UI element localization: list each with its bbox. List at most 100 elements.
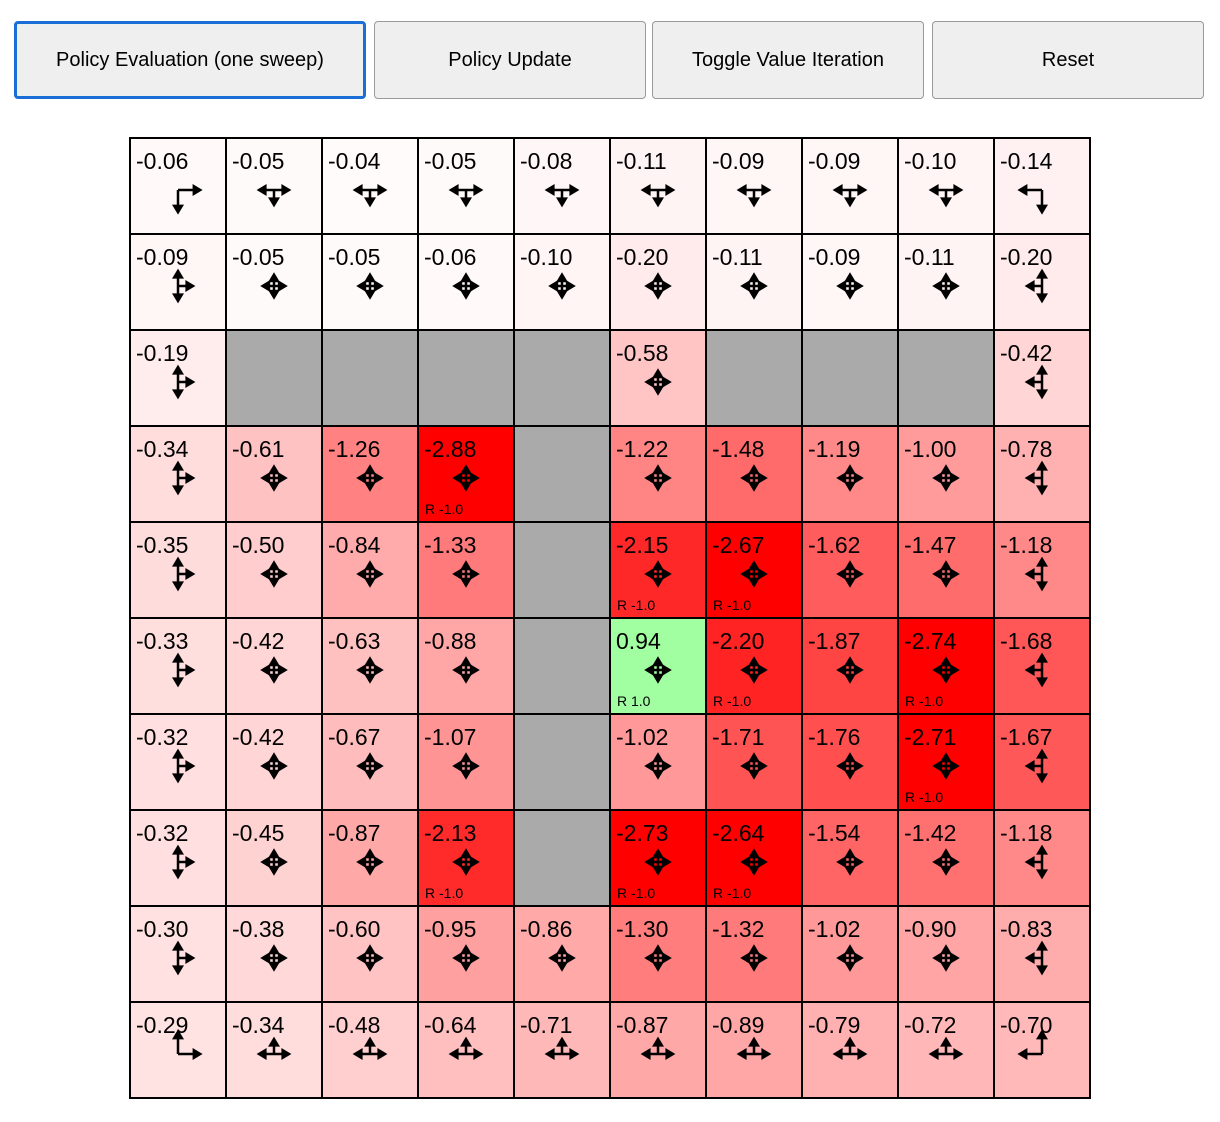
wall-cell[interactable]: [801, 329, 899, 427]
arrow-left-head-icon: [644, 280, 655, 292]
wall-cell[interactable]: [513, 617, 611, 715]
cell-value: -1.00: [904, 436, 956, 462]
wall-cell[interactable]: [513, 713, 611, 811]
arrow-down-head-icon: [748, 961, 760, 972]
arrow-down-head-icon: [460, 673, 472, 684]
arrow-right-head-icon: [469, 280, 480, 292]
reward-label: R -1.0: [905, 789, 943, 805]
cell-value: -0.64: [424, 1012, 477, 1038]
arrow-up-head-icon: [844, 1036, 856, 1047]
cell-value: -1.18: [1000, 532, 1052, 558]
arrow-right-head-icon: [853, 856, 864, 868]
arrow-left-head-icon: [356, 568, 367, 580]
arrow-left-head-icon: [932, 568, 943, 580]
arrow-left-head-icon: [640, 1048, 651, 1060]
arrow-left-head-icon: [452, 568, 463, 580]
arrow-left-head-icon: [260, 664, 271, 676]
arrow-up-head-icon: [172, 364, 184, 375]
arrow-up-head-icon: [556, 944, 568, 955]
cell-value: -0.20: [616, 244, 668, 270]
grid-cell[interactable]: [417, 137, 515, 235]
grid-cell[interactable]: [129, 137, 227, 235]
arrow-right-head-icon: [192, 184, 203, 196]
grid-cell[interactable]: [225, 809, 323, 907]
arrow-right-head-icon: [469, 856, 480, 868]
arrow-down-head-icon: [460, 865, 472, 876]
arrow-right-head-icon: [661, 664, 672, 676]
grid-cell[interactable]: [801, 137, 899, 235]
arrow-right-head-icon: [185, 856, 196, 868]
arrow-up-head-icon: [1036, 556, 1048, 567]
arrow-down-head-icon: [1036, 204, 1048, 215]
arrow-right-head-icon: [565, 280, 576, 292]
arrow-right-head-icon: [185, 760, 196, 772]
wall-cell[interactable]: [321, 329, 419, 427]
arrow-down-head-icon: [940, 769, 952, 780]
arrow-up-head-icon: [844, 464, 856, 475]
wall-cell[interactable]: [513, 329, 611, 427]
arrow-left-head-icon: [352, 1048, 363, 1060]
cell-value: -0.60: [328, 916, 380, 942]
arrow-left-head-icon: [644, 472, 655, 484]
wall-cell[interactable]: [705, 329, 803, 427]
arrow-left-head-icon: [932, 280, 943, 292]
arrow-left-head-icon: [736, 1048, 747, 1060]
arrow-down-head-icon: [844, 961, 856, 972]
arrow-up-head-icon: [1036, 460, 1048, 471]
arrow-down-head-icon: [844, 673, 856, 684]
arrow-up-head-icon: [172, 748, 184, 759]
cell-value: -0.71: [520, 1012, 572, 1038]
cell-value: -0.11: [904, 244, 955, 270]
arrow-right-head-icon: [949, 280, 960, 292]
arrow-left-head-icon: [1024, 856, 1035, 868]
cell-value: -0.63: [328, 628, 380, 654]
arrow-up-head-icon: [364, 1036, 376, 1047]
arrow-right-head-icon: [853, 568, 864, 580]
arrow-right-head-icon: [857, 1048, 868, 1060]
arrow-down-head-icon: [940, 481, 952, 492]
grid-cell[interactable]: [993, 425, 1091, 523]
arrow-down-head-icon: [364, 865, 376, 876]
arrow-left-head-icon: [836, 280, 847, 292]
arrow-left-head-icon: [740, 472, 751, 484]
arrow-down-head-icon: [268, 197, 280, 208]
arrow-up-head-icon: [460, 1036, 472, 1047]
arrow-down-head-icon: [844, 769, 856, 780]
arrow-down-head-icon: [460, 961, 472, 972]
cell-value: -1.76: [808, 724, 860, 750]
policy-update-button[interactable]: Policy Update: [374, 21, 646, 99]
arrow-up-head-icon: [460, 560, 472, 571]
arrow-left-head-icon: [260, 568, 271, 580]
wall-cell[interactable]: [225, 329, 323, 427]
arrow-right-head-icon: [757, 856, 768, 868]
wall-cell[interactable]: [513, 809, 611, 907]
policy-evaluation-button[interactable]: Policy Evaluation (one sweep): [14, 21, 366, 99]
arrow-up-head-icon: [364, 752, 376, 763]
arrow-up-head-icon: [364, 560, 376, 571]
cell-value: -0.33: [136, 628, 188, 654]
grid-cell[interactable]: [513, 137, 611, 235]
arrow-down-head-icon: [940, 673, 952, 684]
wall-cell[interactable]: [513, 425, 611, 523]
arrow-down-head-icon: [364, 289, 376, 300]
reward-label: R -1.0: [713, 597, 751, 613]
arrow-left-head-icon: [932, 472, 943, 484]
arrow-left-head-icon: [1024, 760, 1035, 772]
arrow-left-head-icon: [448, 1048, 459, 1060]
wall-cell[interactable]: [897, 329, 995, 427]
grid-cell[interactable]: [609, 137, 707, 235]
arrow-left-head-icon: [1024, 376, 1035, 388]
reset-button[interactable]: Reset: [932, 21, 1204, 99]
arrow-down-head-icon: [268, 865, 280, 876]
cell-value: -0.05: [424, 148, 476, 174]
arrow-up-head-icon: [268, 848, 280, 859]
toggle-value-iteration-button[interactable]: Toggle Value Iteration: [652, 21, 924, 99]
arrow-right-head-icon: [469, 952, 480, 964]
arrow-up-head-icon: [844, 848, 856, 859]
cell-value: -1.22: [616, 436, 668, 462]
arrow-left-head-icon: [356, 280, 367, 292]
wall-cell[interactable]: [513, 521, 611, 619]
wall-cell[interactable]: [417, 329, 515, 427]
arrow-left-head-icon: [452, 280, 463, 292]
arrow-down-head-icon: [940, 577, 952, 588]
